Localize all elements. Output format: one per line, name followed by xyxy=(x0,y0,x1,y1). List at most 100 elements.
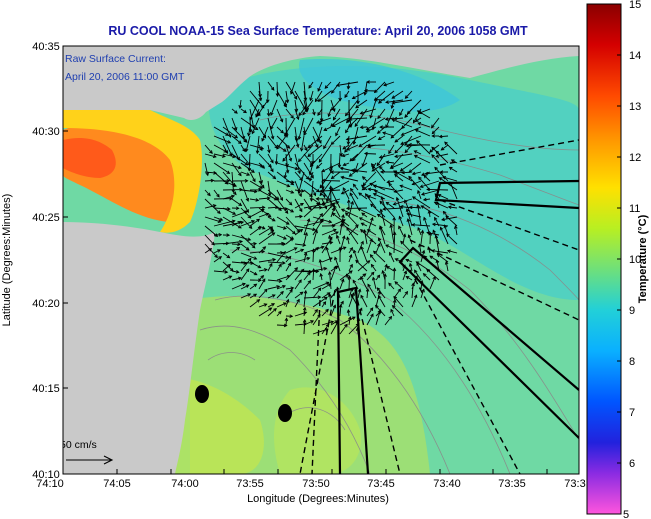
current-vector-head xyxy=(285,221,290,225)
current-vector xyxy=(285,287,294,290)
current-vector xyxy=(267,263,273,272)
current-vector-head xyxy=(370,216,374,221)
current-vector xyxy=(240,108,247,113)
current-vector-head xyxy=(297,158,302,163)
current-vector-head xyxy=(346,147,351,151)
current-vector-head xyxy=(333,265,337,270)
current-vector xyxy=(276,324,287,327)
current-vector xyxy=(213,220,235,227)
current-vector-head xyxy=(308,177,313,182)
current-vector xyxy=(284,171,287,178)
current-vector-head xyxy=(253,241,258,246)
current-vector xyxy=(285,299,289,308)
current-vector-head xyxy=(226,254,231,259)
current-vector-head xyxy=(379,208,384,213)
buoy-marker-2 xyxy=(278,404,292,422)
current-vector xyxy=(303,203,326,209)
colorbar-tick-label: 6 xyxy=(629,458,635,470)
current-vector xyxy=(375,243,381,254)
current-vector-head xyxy=(429,149,433,153)
current-vector-head xyxy=(352,249,357,254)
current-vector xyxy=(285,267,298,281)
current-vector xyxy=(258,288,268,299)
current-vector-head xyxy=(439,170,444,174)
current-vector xyxy=(363,229,368,245)
current-vector xyxy=(394,144,404,154)
current-vector-head xyxy=(297,190,302,195)
current-vector-head xyxy=(404,290,409,295)
current-vector-head xyxy=(434,166,438,171)
current-vector xyxy=(346,274,350,281)
current-vector-head xyxy=(302,306,307,311)
y-tick-label: 40:20 xyxy=(32,298,60,310)
current-vector xyxy=(204,162,209,176)
current-vector-head xyxy=(326,292,331,296)
current-vector xyxy=(346,135,368,140)
current-vector-head xyxy=(318,158,323,163)
current-vector-head xyxy=(394,258,399,262)
current-vector-head xyxy=(346,85,351,90)
current-vector xyxy=(285,225,296,235)
y-axis-title: Latitude (Degrees:Minutes) xyxy=(1,194,13,327)
current-vector xyxy=(400,135,422,145)
current-vector xyxy=(276,302,287,308)
current-vector-head xyxy=(217,219,222,223)
current-vector-head xyxy=(398,215,402,220)
current-vector xyxy=(414,150,422,155)
current-vector-head xyxy=(290,180,295,184)
colorbar-tick-labels: 15 14 13 12 11 10 9 8 7 6 5 xyxy=(623,0,641,519)
current-vector-head xyxy=(275,196,280,201)
current-vector-head xyxy=(359,111,364,115)
current-vector-head xyxy=(400,141,404,145)
current-vector-head xyxy=(210,178,215,183)
current-vector-head xyxy=(385,160,390,165)
current-vector xyxy=(449,182,458,200)
current-vector-head xyxy=(271,303,276,307)
colorbar-tick-label: 14 xyxy=(629,50,641,62)
current-vector xyxy=(401,171,413,174)
current-vector-head xyxy=(255,150,260,155)
current-vector xyxy=(372,117,377,130)
current-vector-head xyxy=(252,178,256,183)
current-vector xyxy=(204,204,216,209)
current-vector xyxy=(353,184,359,191)
current-vector-head xyxy=(372,184,377,189)
current-vector-head xyxy=(315,144,319,149)
current-vector xyxy=(352,90,368,99)
current-vector-head xyxy=(346,236,350,241)
current-vector xyxy=(276,242,285,245)
current-vector xyxy=(222,264,231,272)
current-vector xyxy=(276,285,286,290)
current-vector-head xyxy=(294,267,299,271)
current-vector xyxy=(213,207,230,210)
current-vector-head xyxy=(315,120,320,124)
current-vector xyxy=(448,206,458,209)
current-vector xyxy=(222,117,232,138)
current-vector-head xyxy=(314,308,318,313)
current-vector-head xyxy=(366,229,371,233)
current-vector-head xyxy=(360,184,365,189)
current-vector-head xyxy=(332,108,336,113)
current-vector-head xyxy=(247,257,252,262)
current-vector-head xyxy=(369,254,374,258)
current-vector-head xyxy=(303,251,308,256)
current-vector xyxy=(285,90,289,103)
x-ticks xyxy=(62,469,548,474)
current-vector xyxy=(303,319,306,335)
current-vector-head xyxy=(411,223,416,227)
current-vector xyxy=(276,171,294,186)
current-vector-head xyxy=(333,204,337,209)
current-vector-head xyxy=(350,200,354,205)
current-vector-head xyxy=(298,208,303,213)
current-vector xyxy=(440,227,449,245)
current-vector xyxy=(285,153,288,167)
current-vector-head xyxy=(377,237,382,242)
current-vector xyxy=(321,324,330,335)
current-vector xyxy=(378,90,395,104)
current-vector-head xyxy=(351,95,356,100)
current-vector-head xyxy=(345,129,349,134)
current-vector xyxy=(276,234,287,240)
current-vector xyxy=(417,227,422,236)
current-vector-head xyxy=(251,244,256,249)
current-vector-head xyxy=(404,114,408,119)
